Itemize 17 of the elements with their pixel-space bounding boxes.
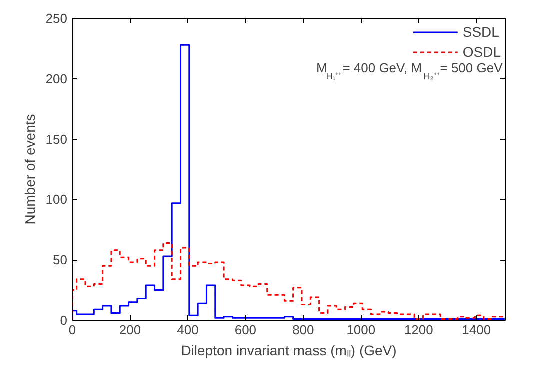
y-tick-label: 0 <box>60 313 68 328</box>
y-axis-title: Number of events <box>22 114 38 225</box>
x-tick-label: 1000 <box>346 322 376 338</box>
y-tick-label: 100 <box>46 192 68 208</box>
legend-label: OSDL <box>462 44 501 60</box>
y-tick-label: 200 <box>46 71 68 86</box>
x-axis-title: Dilepton invariant mass (mₗₗ) (GeV) <box>181 342 397 358</box>
legend-label: SSDL <box>462 24 500 40</box>
x-tick-label: 1200 <box>404 322 434 338</box>
x-tick-label: 400 <box>177 322 199 338</box>
x-tick-label: 1400 <box>462 322 492 338</box>
y-tick-label: 250 <box>46 11 68 26</box>
y-tick-label: 50 <box>53 252 68 268</box>
x-tick-label: 800 <box>292 322 314 338</box>
y-tick-label: 150 <box>46 132 68 147</box>
x-tick-label: 600 <box>234 322 257 338</box>
x-tick-label: 200 <box>119 322 142 338</box>
